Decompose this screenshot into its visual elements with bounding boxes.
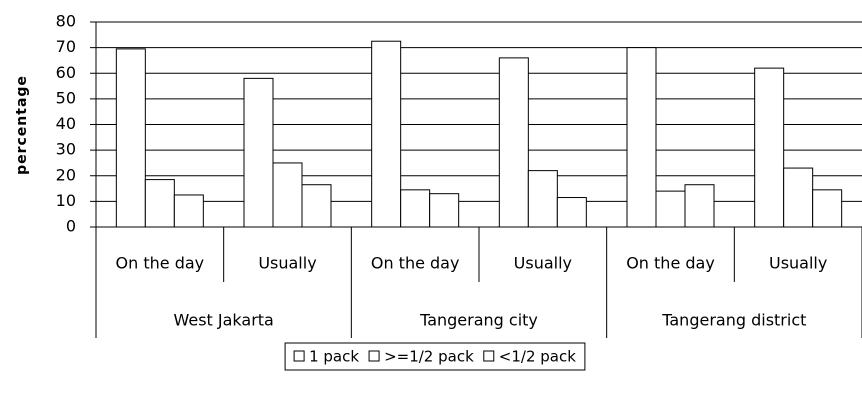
x-tick-label: On the day <box>371 254 460 273</box>
bar <box>754 67 785 228</box>
bar <box>400 189 431 228</box>
bar <box>527 170 558 228</box>
bar <box>429 193 460 228</box>
legend-label: 1 pack <box>309 348 359 366</box>
bar <box>812 189 843 228</box>
y-tick-label: 20 <box>56 165 76 184</box>
bar <box>556 197 587 228</box>
x-tick-label: Usually <box>514 254 572 273</box>
legend-label: >=1/2 pack <box>384 348 474 366</box>
bar <box>115 48 146 228</box>
y-tick-label: 40 <box>56 114 76 133</box>
group-label: West Jakarta <box>173 311 273 330</box>
y-tick-label: 60 <box>56 63 76 82</box>
y-tick-label: 80 <box>56 12 76 31</box>
legend-box <box>284 342 586 371</box>
bar <box>173 194 204 228</box>
bar <box>498 57 529 228</box>
bar <box>626 47 657 228</box>
y-axis-label: percentage <box>14 75 30 175</box>
bar <box>371 40 402 228</box>
legend-swatch <box>368 350 380 362</box>
y-tick-label: 30 <box>56 140 76 159</box>
x-tick-label: On the day <box>116 254 205 273</box>
y-tick-label: 10 <box>56 191 76 210</box>
y-tick-label: 50 <box>56 88 76 107</box>
y-tick-label: 70 <box>56 37 76 56</box>
bar <box>272 162 303 228</box>
legend-label: <1/2 pack <box>499 348 576 366</box>
legend: 1 pack >=1/2 pack <1/2 pack <box>284 342 586 371</box>
bar <box>655 190 686 228</box>
bar <box>243 77 274 228</box>
y-tick-label: 0 <box>66 217 76 236</box>
bar <box>684 184 715 228</box>
bar <box>783 167 814 228</box>
x-tick-label: On the day <box>626 254 715 273</box>
x-tick-label: Usually <box>769 254 827 273</box>
legend-swatch <box>483 350 495 362</box>
group-label: Tangerang city <box>419 311 538 330</box>
bar <box>144 179 175 228</box>
group-label: Tangerang district <box>661 311 806 330</box>
bar <box>301 184 332 228</box>
legend-swatch <box>293 350 305 362</box>
x-tick-label: Usually <box>258 254 316 273</box>
